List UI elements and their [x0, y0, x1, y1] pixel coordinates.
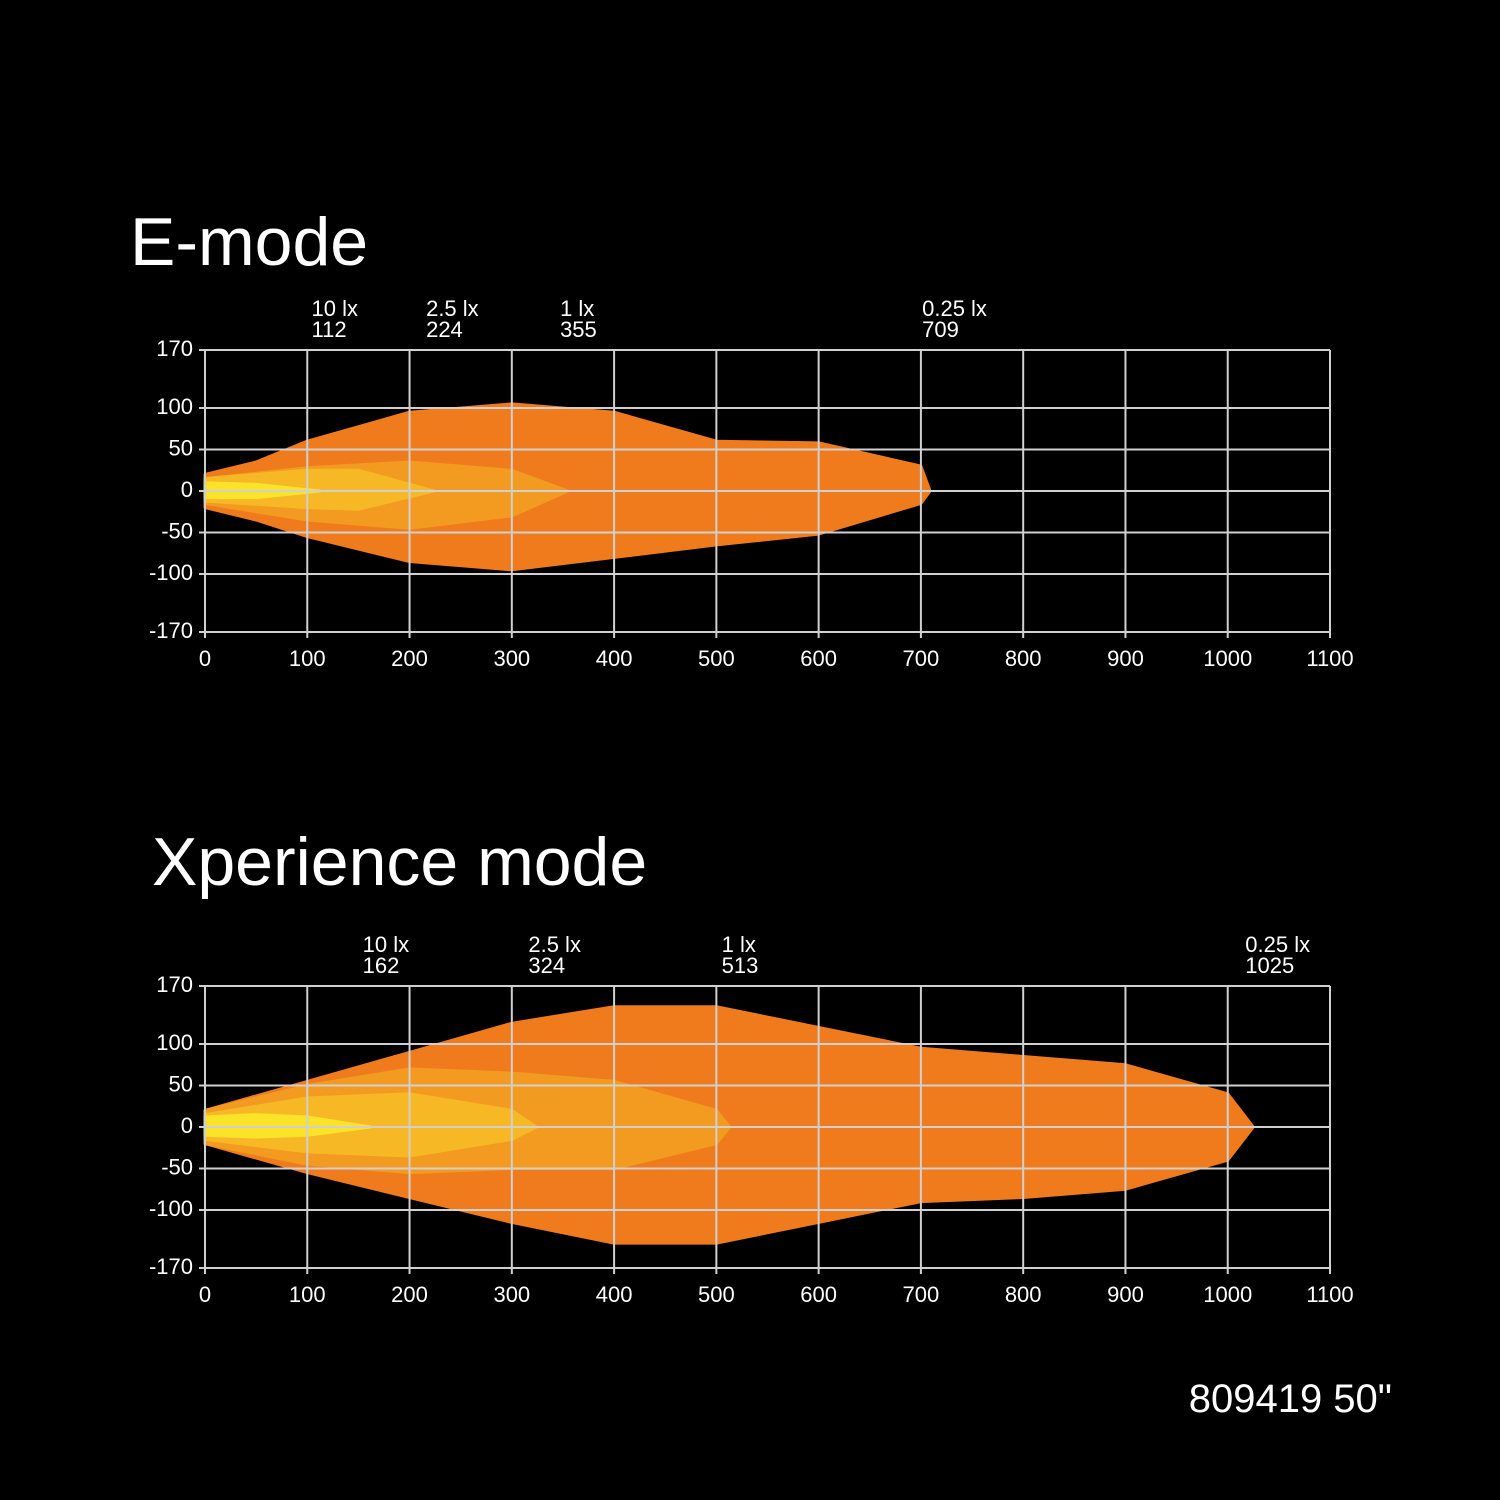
lux-label: 0.25 lx: [1245, 932, 1310, 957]
reach-label: 112: [312, 317, 347, 342]
x-tick-label: 400: [596, 646, 633, 671]
x-tick-label: 400: [596, 1282, 633, 1307]
y-tick-label: 100: [156, 394, 193, 419]
isolux-area: [203, 402, 932, 572]
y-tick-label: -170: [149, 1254, 193, 1279]
isolux-area: [203, 1092, 538, 1158]
reach-label: 355: [560, 317, 597, 342]
reach-label: 709: [922, 317, 959, 342]
y-tick-label: 0: [181, 477, 193, 502]
y-tick-label: 100: [156, 1030, 193, 1055]
lux-label: 10 lx: [363, 932, 409, 957]
x-tick-label: 1000: [1203, 646, 1252, 671]
chart-title: Xperience mode: [152, 824, 647, 900]
x-tick-label: 700: [903, 1282, 940, 1307]
x-tick-label: 1100: [1306, 1282, 1353, 1307]
lux-label: 10 lx: [312, 296, 358, 321]
x-tick-label: 800: [1005, 646, 1042, 671]
x-tick-label: 100: [289, 1282, 326, 1307]
footer: 809419 50": [1189, 1377, 1392, 1421]
y-tick-label: 0: [181, 1113, 193, 1138]
lux-label: 0.25 lx: [922, 296, 987, 321]
x-tick-label: 500: [698, 1282, 735, 1307]
y-tick-label: -100: [149, 1196, 193, 1221]
lux-label: 2.5 lx: [426, 296, 479, 321]
x-tick-label: 200: [391, 646, 428, 671]
x-tick-label: 1100: [1306, 646, 1353, 671]
chart-title: E-mode: [130, 204, 368, 280]
reach-label: 513: [722, 953, 759, 978]
x-tick-label: 200: [391, 1282, 428, 1307]
isolux-area: [203, 1113, 373, 1139]
x-tick-label: 500: [698, 646, 735, 671]
x-tick-label: 600: [800, 646, 837, 671]
y-tick-label: -50: [161, 1154, 193, 1179]
x-tick-label: 800: [1005, 1282, 1042, 1307]
reach-label: 324: [528, 953, 565, 978]
x-tick-label: 100: [289, 646, 326, 671]
y-tick-label: 50: [169, 435, 193, 460]
y-tick-label: -100: [149, 560, 193, 585]
x-tick-label: 0: [199, 646, 211, 671]
x-tick-label: 900: [1107, 646, 1144, 671]
x-tick-label: 300: [493, 646, 530, 671]
y-tick-label: 170: [156, 972, 193, 997]
x-tick-label: 1000: [1203, 1282, 1252, 1307]
y-tick-label: -170: [149, 618, 193, 643]
x-tick-label: 900: [1107, 1282, 1144, 1307]
x-tick-label: 600: [800, 1282, 837, 1307]
y-tick-label: 50: [169, 1071, 193, 1096]
x-tick-label: 300: [493, 1282, 530, 1307]
lux-label: 1 lx: [560, 296, 594, 321]
y-tick-label: 170: [156, 336, 193, 361]
lux-label: 1 lx: [722, 932, 756, 957]
x-tick-label: 0: [199, 1282, 211, 1307]
lux-label: 2.5 lx: [528, 932, 581, 957]
x-tick-label: 700: [903, 646, 940, 671]
reach-label: 224: [426, 317, 463, 342]
reach-label: 1025: [1245, 953, 1294, 978]
y-tick-label: -50: [161, 518, 193, 543]
reach-label: 162: [363, 953, 400, 978]
